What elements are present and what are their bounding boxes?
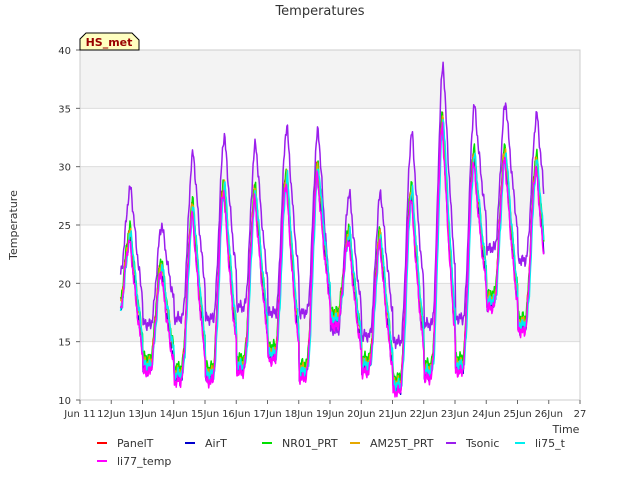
y-tick-label-4: 30	[58, 163, 71, 174]
x-tick-label-13: 24Jun	[472, 409, 500, 420]
x-axis-ticks: Jun 11 12Jun 13Jun 14Jun 15Jun 16Jun 17Jun 18Ju…	[63, 400, 586, 420]
y-tick-label-5: 35	[58, 104, 71, 115]
x-tick-label-16: 27	[574, 409, 587, 420]
chart-title: Temperatures	[274, 4, 364, 19]
x-tick-label-7: 18Jun	[285, 409, 313, 420]
legend: PanelT AirT NR01_PRT AM25T_PRT Tsonic li75_tl…	[97, 437, 566, 468]
x-tick-label-8: 19Jun	[316, 409, 344, 420]
station-badge: HS_met	[79, 32, 140, 51]
y-tick-label-0: 10	[58, 396, 71, 407]
series-line-li77_temp	[119, 121, 545, 398]
x-tick-label-5: 16Jun	[222, 409, 250, 420]
band-1	[80, 166, 580, 225]
legend-label-nr01_prt: NR01_PRT	[282, 437, 338, 450]
legend-label-li75_t: li75_t	[535, 437, 566, 450]
legend-label-panelt: PanelT	[117, 437, 154, 450]
y-axis-label: Temperature	[7, 190, 20, 261]
legend-label-am25t_prt: AM25T_PRT	[370, 437, 434, 450]
y-tick-label-2: 20	[58, 279, 71, 290]
station-badge-label: HS_met	[86, 36, 133, 49]
x-tick-label-14: 25Jun	[503, 409, 531, 420]
station-badge-box	[79, 32, 140, 51]
legend-label-li77_temp: li77_temp	[117, 455, 171, 468]
legend-label-airt: AirT	[205, 437, 227, 450]
x-tick-label-15: 26Jun	[535, 409, 563, 420]
y-tick-label-6: 40	[58, 46, 71, 57]
x-tick-label-12: 23Jun	[441, 409, 469, 420]
x-tick-label-1: 12Jun	[97, 409, 125, 420]
legend-label-tsonic: Tsonic	[465, 437, 499, 450]
x-tick-label-3: 14Jun	[160, 409, 188, 420]
x-tick-label-9: 20Jun	[347, 409, 375, 420]
x-tick-label-6: 17Jun	[253, 409, 281, 420]
x-tick-label-10: 21Jun	[378, 409, 406, 420]
x-tick-label-11: 22Jun	[410, 409, 438, 420]
band-2	[80, 50, 580, 109]
y-tick-label-3: 25	[58, 221, 71, 232]
x-tick-label-4: 15Jun	[191, 409, 219, 420]
x-tick-label-2: 13Jun	[128, 409, 156, 420]
series-lines	[119, 61, 545, 398]
y-tick-label-1: 15	[58, 338, 71, 349]
x-axis-label: Time	[552, 423, 580, 436]
y-axis-ticks: 10 15 20 25 30 35 40	[58, 46, 80, 407]
x-tick-label-0: Jun 11	[63, 409, 96, 420]
